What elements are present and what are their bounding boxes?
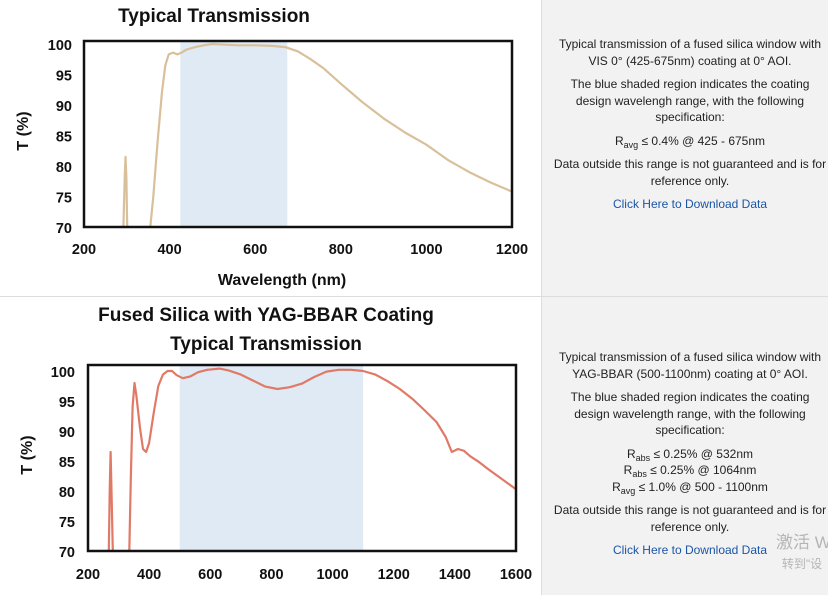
y-tick-label: 75 [56,191,72,207]
transmission-chart-vis: Typical Transmission 200 400 600 800 1000 1200… [15,6,528,289]
coating-range-shade [180,41,288,227]
spec-list: Ravg ≤ 0.4% @ 425 - 675nm [552,133,828,150]
spec-line: Rabs ≤ 0.25% @ 1064nm [623,463,757,479]
chart-title: Typical Transmission [118,6,310,27]
info-panel-yag: Typical transmission of a fused silica w… [541,297,828,595]
y-tick-label: 80 [59,485,75,501]
info-disclaimer: Data outside this range is not guarantee… [553,157,827,188]
y-tick-label: 75 [59,515,75,531]
x-tick-label: 400 [137,567,161,583]
chart-title: Fused Silica with YAG-BBAR Coating [98,305,434,326]
y-tick-label: 90 [56,99,72,115]
spec-line: Ravg ≤ 1.0% @ 500 - 1100nm [612,479,768,496]
y-axis-label: T (%) [15,111,32,150]
chart-area-yag: Fused Silica with YAG-BBAR Coating Typica… [0,297,541,595]
y-tick-label: 100 [51,365,75,381]
x-axis-label: Wavelength (nm) [218,272,346,289]
plot-frame [82,39,514,229]
y-axis-label: T (%) [19,435,36,474]
y-tick-label: 100 [48,38,72,54]
transmission-line [122,155,129,227]
x-tick-label: 200 [72,242,96,258]
info-description: Typical transmission of a fused silica w… [558,37,822,68]
activation-watermark: 激活 W [776,533,828,552]
transmission-line [107,450,114,551]
info-panel-vis: Typical transmission of a fused silica w… [541,0,828,296]
spec-line: Rabs ≤ 0.25% @ 532nm [626,446,753,463]
transmission-line [149,42,512,227]
x-tick-label: 1200 [378,567,410,583]
spec-list: Rabs ≤ 0.25% @ 532nm Rabs ≤ 0.25% @ 1064n… [552,446,828,496]
info-description: Typical transmission of a fused silica w… [558,350,822,381]
chart-area-vis: Typical Transmission 200 400 600 800 1000 1200… [0,0,541,296]
x-tick-label: 600 [243,242,267,258]
info-shaded-note: The blue shaded region indicates the coa… [570,77,810,124]
y-tick-label: 95 [56,69,72,85]
x-tick-label: 1600 [500,567,532,583]
x-tick-label: 400 [157,242,181,258]
plot-frame [86,363,518,553]
x-tick-label: 800 [259,567,283,583]
chart-title: Typical Transmission [170,334,362,355]
y-tick-label: 85 [56,130,72,146]
y-tick-label: 70 [56,221,72,237]
y-tick-label: 85 [59,455,75,471]
transmission-chart-yag: Fused Silica with YAG-BBAR Coating Typica… [19,305,532,583]
x-tick-label: 1000 [316,567,348,583]
y-tick-label: 70 [59,545,75,561]
y-tick-label: 90 [59,425,75,441]
x-tick-label: 800 [329,242,353,258]
x-tick-label: 200 [76,567,100,583]
chart-panel-yag: Fused Silica with YAG-BBAR Coating Typica… [0,296,828,595]
x-tick-label: 1400 [439,567,471,583]
x-tick-label: 1200 [496,242,528,258]
download-data-link[interactable]: Click Here to Download Data [612,197,768,211]
x-tick-label: 600 [198,567,222,583]
y-tick-label: 95 [59,395,75,411]
y-tick-label: 80 [56,160,72,176]
info-shaded-note: The blue shaded region indicates the coa… [570,390,810,437]
coating-range-shade [179,365,364,551]
activation-watermark-sub: 转到"设 [781,557,823,571]
download-data-link[interactable]: Click Here to Download Data [612,543,768,557]
spec-line: Ravg ≤ 0.4% @ 425 - 675nm [614,133,766,150]
info-disclaimer: Data outside this range is not guarantee… [553,503,827,534]
chart-panel-vis: Typical Transmission 200 400 600 800 1000 1200… [0,0,828,296]
transmission-line [128,367,516,551]
x-tick-label: 1000 [410,242,442,258]
